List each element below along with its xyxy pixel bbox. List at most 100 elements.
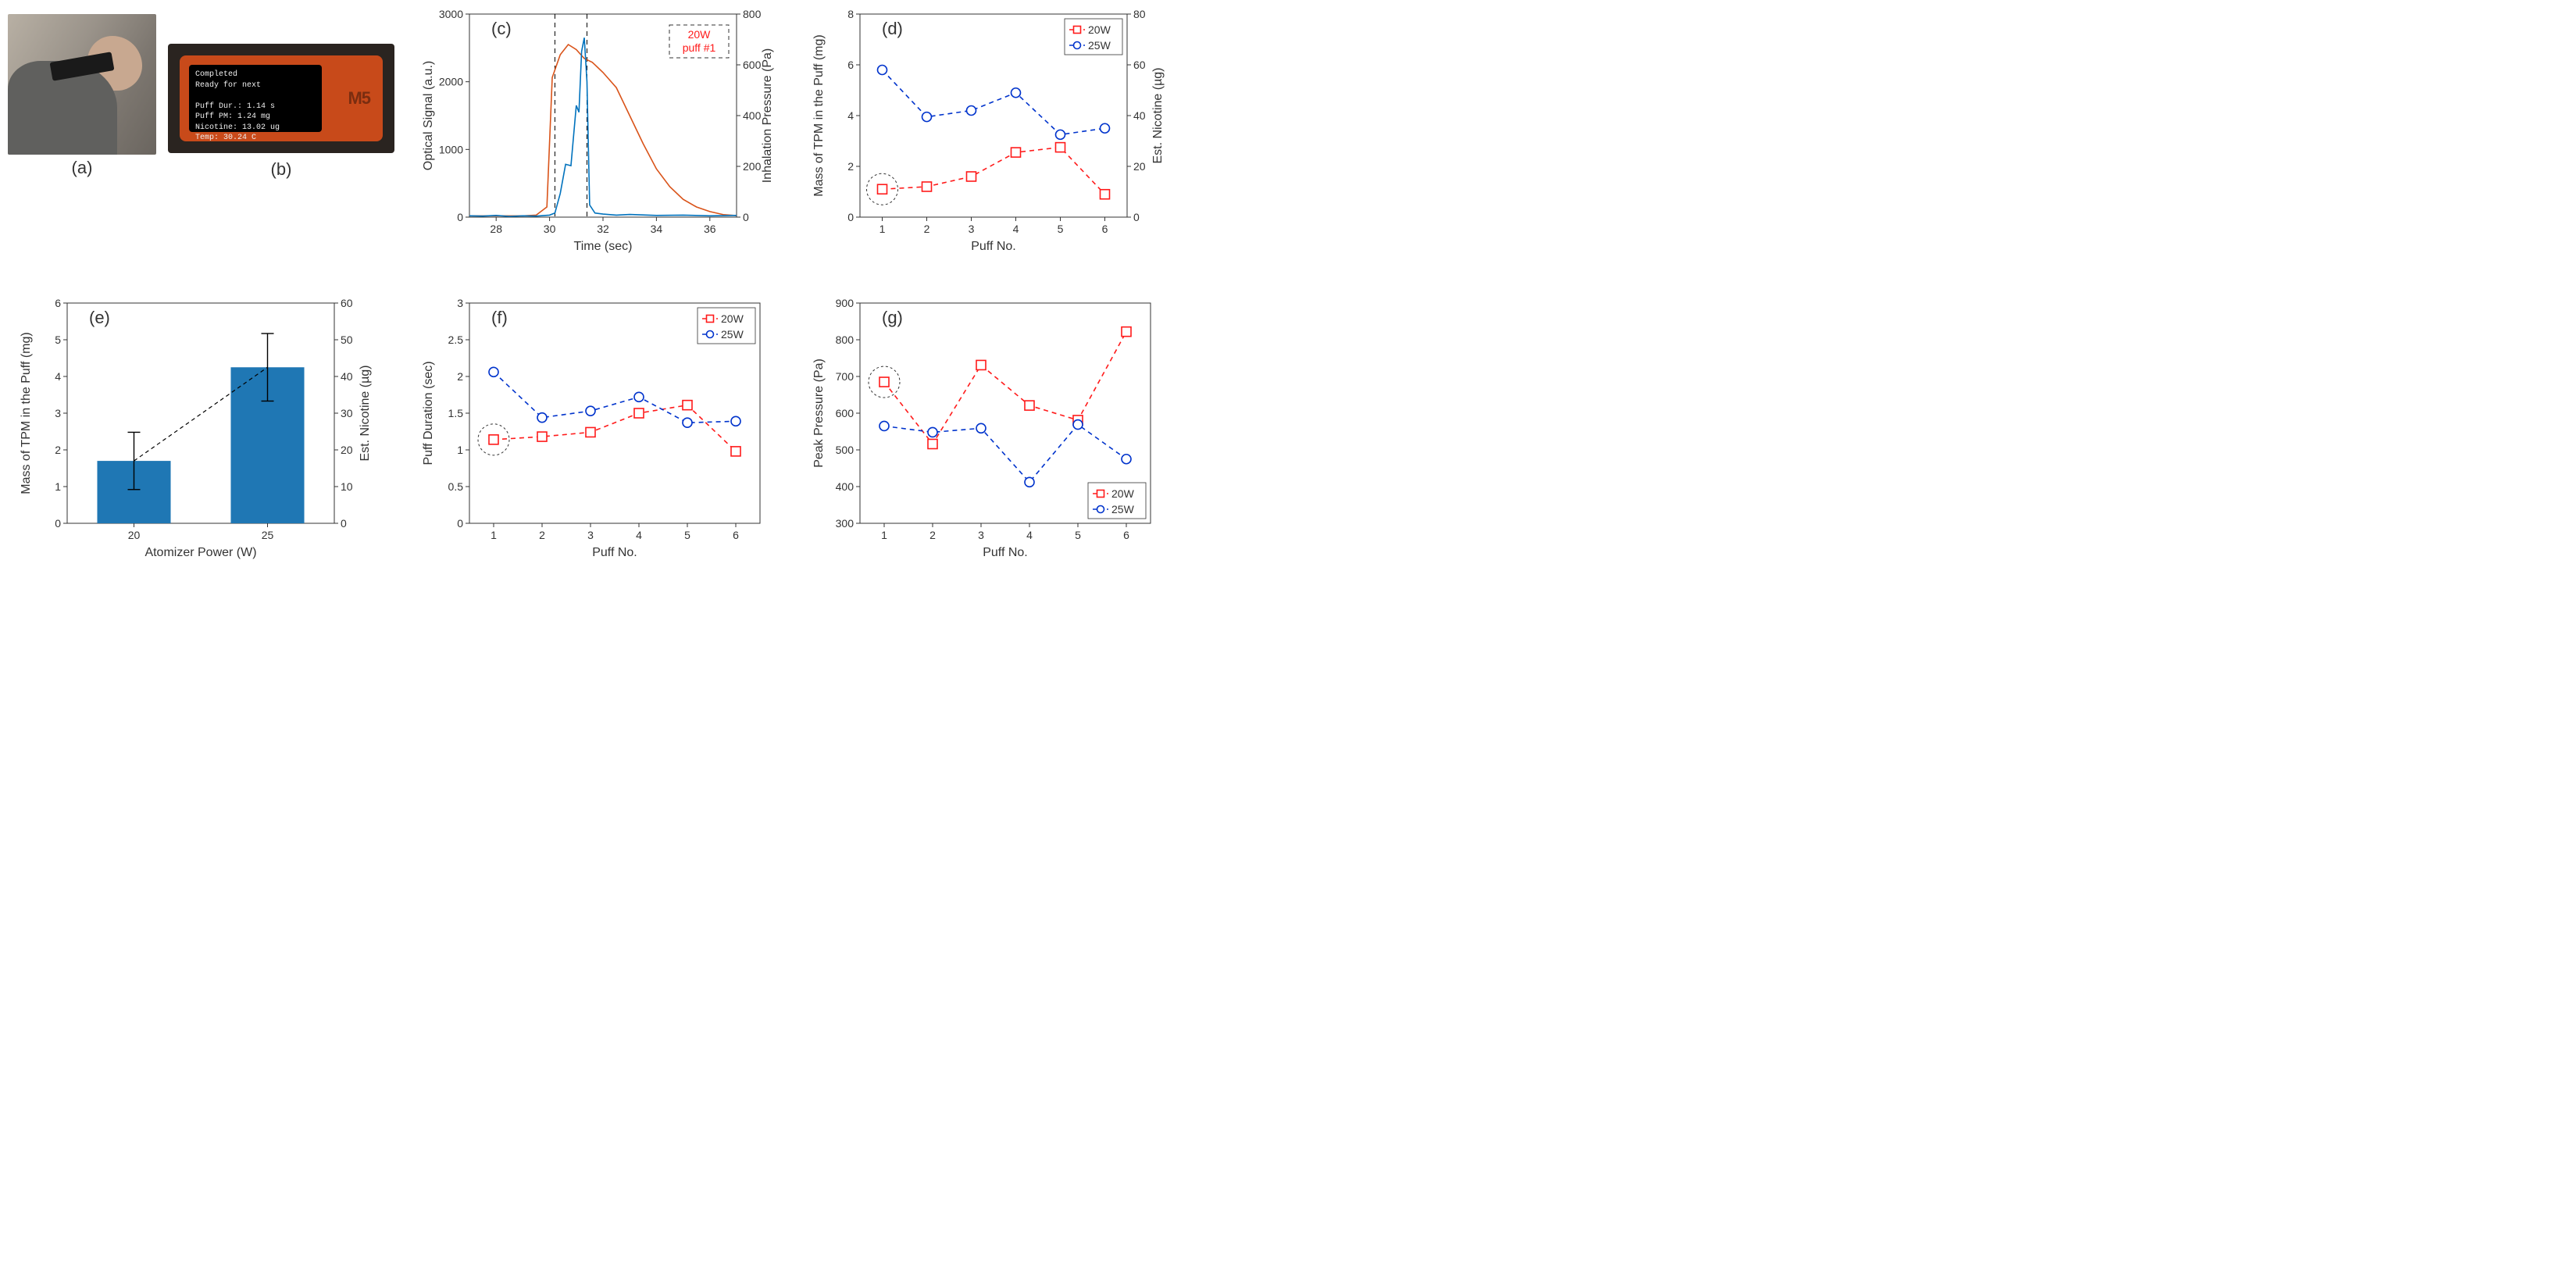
svg-text:Puff No.: Puff No. xyxy=(983,546,1028,559)
chart-e: 0123456Atomizer Power (W)Mass of TPM in … xyxy=(8,289,391,578)
svg-text:20W: 20W xyxy=(1088,23,1111,36)
panel-f: 12345600.511.522.53Puff No.Puff Duration… xyxy=(410,289,793,582)
svg-text:60: 60 xyxy=(341,297,353,309)
svg-text:0: 0 xyxy=(847,211,854,223)
svg-text:1000: 1000 xyxy=(439,143,463,155)
svg-text:25W: 25W xyxy=(1088,39,1111,52)
svg-text:600: 600 xyxy=(743,59,762,71)
svg-text:400: 400 xyxy=(743,109,762,122)
panel-b: Completed Ready for next Puff Dur.: 1.14… xyxy=(168,44,394,180)
panel-label-b: (b) xyxy=(168,159,394,180)
svg-text:Est. Nicotine (µg): Est. Nicotine (µg) xyxy=(359,365,372,461)
svg-text:5: 5 xyxy=(1058,223,1064,235)
svg-text:8: 8 xyxy=(847,8,854,20)
svg-text:2: 2 xyxy=(55,444,61,456)
svg-text:4: 4 xyxy=(1026,529,1033,541)
svg-text:0: 0 xyxy=(743,211,749,223)
svg-text:4: 4 xyxy=(1013,223,1019,235)
svg-text:20W: 20W xyxy=(721,312,744,325)
svg-text:(d): (d) xyxy=(882,19,903,38)
panel-e: 0123456Atomizer Power (W)Mass of TPM in … xyxy=(8,289,391,582)
svg-text:0: 0 xyxy=(341,517,347,530)
svg-text:1: 1 xyxy=(457,444,463,456)
svg-text:Puff Duration (sec): Puff Duration (sec) xyxy=(422,361,435,465)
svg-text:32: 32 xyxy=(597,223,609,235)
svg-text:(g): (g) xyxy=(882,308,903,327)
svg-text:4: 4 xyxy=(847,109,854,122)
svg-text:2: 2 xyxy=(847,160,854,173)
svg-text:36: 36 xyxy=(704,223,716,235)
svg-text:40: 40 xyxy=(1133,109,1146,122)
svg-text:1: 1 xyxy=(879,223,886,235)
svg-text:0: 0 xyxy=(457,517,463,530)
svg-text:1: 1 xyxy=(491,529,497,541)
svg-text:0: 0 xyxy=(457,211,463,223)
svg-text:Puff No.: Puff No. xyxy=(971,240,1016,253)
svg-text:(f): (f) xyxy=(491,308,508,327)
svg-text:10: 10 xyxy=(341,480,353,493)
chart-c: 28303234360100020003000Time (sec)Optical… xyxy=(410,0,793,266)
svg-text:Time (sec): Time (sec) xyxy=(574,240,633,253)
svg-text:3: 3 xyxy=(587,529,594,541)
svg-text:6: 6 xyxy=(733,529,739,541)
panel-a: (a) xyxy=(8,14,156,178)
svg-text:40: 40 xyxy=(341,370,353,383)
chart-g: 123456300400500600700800900Puff No.Peak … xyxy=(801,289,1183,578)
svg-text:(e): (e) xyxy=(89,308,110,327)
svg-text:20: 20 xyxy=(1133,160,1146,173)
chart-f: 12345600.511.522.53Puff No.Puff Duration… xyxy=(410,289,793,578)
svg-text:700: 700 xyxy=(836,370,855,383)
svg-text:80: 80 xyxy=(1133,8,1146,20)
svg-text:28: 28 xyxy=(490,223,502,235)
svg-text:3: 3 xyxy=(55,407,61,419)
svg-text:2.5: 2.5 xyxy=(448,334,464,346)
device-logo: M5 xyxy=(348,88,370,109)
photo-device-display: Completed Ready for next Puff Dur.: 1.14… xyxy=(168,44,394,153)
svg-text:6: 6 xyxy=(847,59,854,71)
panel-label-a: (a) xyxy=(8,158,156,178)
svg-text:2: 2 xyxy=(929,529,936,541)
svg-text:300: 300 xyxy=(836,517,855,530)
svg-text:5: 5 xyxy=(684,529,690,541)
svg-text:20W: 20W xyxy=(688,28,712,41)
svg-text:Est. Nicotine (µg): Est. Nicotine (µg) xyxy=(1151,67,1165,163)
panel-g: 123456300400500600700800900Puff No.Peak … xyxy=(801,289,1183,582)
svg-text:Peak Pressure (Pa): Peak Pressure (Pa) xyxy=(812,358,826,468)
svg-text:Optical Signal (a.u.): Optical Signal (a.u.) xyxy=(422,61,435,171)
svg-text:200: 200 xyxy=(743,160,762,173)
svg-text:0: 0 xyxy=(1133,211,1140,223)
device-screen: Completed Ready for next Puff Dur.: 1.14… xyxy=(189,65,322,132)
svg-text:20W: 20W xyxy=(1111,487,1135,500)
device-body: Completed Ready for next Puff Dur.: 1.14… xyxy=(180,55,383,141)
svg-text:Inhalation Pressure (Pa): Inhalation Pressure (Pa) xyxy=(761,48,774,184)
svg-text:600: 600 xyxy=(836,407,855,419)
svg-text:3: 3 xyxy=(978,529,984,541)
svg-text:1: 1 xyxy=(881,529,887,541)
svg-text:puff #1: puff #1 xyxy=(683,41,716,54)
svg-text:6: 6 xyxy=(55,297,61,309)
svg-text:Mass of TPM in the Puff (mg): Mass of TPM in the Puff (mg) xyxy=(812,34,826,196)
svg-text:2: 2 xyxy=(457,370,463,383)
svg-text:34: 34 xyxy=(651,223,663,235)
svg-text:Mass of TPM in the Puff (mg): Mass of TPM in the Puff (mg) xyxy=(20,332,33,494)
svg-text:Atomizer Power (W): Atomizer Power (W) xyxy=(144,546,256,559)
svg-text:6: 6 xyxy=(1102,223,1108,235)
svg-text:Puff No.: Puff No. xyxy=(592,546,637,559)
svg-text:1: 1 xyxy=(55,480,61,493)
svg-text:60: 60 xyxy=(1133,59,1146,71)
svg-text:50: 50 xyxy=(341,334,353,346)
svg-text:20: 20 xyxy=(128,529,141,541)
svg-text:20: 20 xyxy=(341,444,353,456)
svg-text:0.5: 0.5 xyxy=(448,480,464,493)
svg-text:(c): (c) xyxy=(491,19,512,38)
panel-d: 12345602468Puff No.Mass of TPM in the Pu… xyxy=(801,0,1183,269)
svg-text:800: 800 xyxy=(743,8,762,20)
svg-text:3: 3 xyxy=(969,223,975,235)
panel-c: 28303234360100020003000Time (sec)Optical… xyxy=(410,0,793,269)
svg-text:5: 5 xyxy=(1075,529,1081,541)
svg-text:3: 3 xyxy=(457,297,463,309)
chart-d: 12345602468Puff No.Mass of TPM in the Pu… xyxy=(801,0,1183,266)
svg-text:30: 30 xyxy=(544,223,556,235)
svg-text:900: 900 xyxy=(836,297,855,309)
svg-text:2000: 2000 xyxy=(439,76,463,88)
